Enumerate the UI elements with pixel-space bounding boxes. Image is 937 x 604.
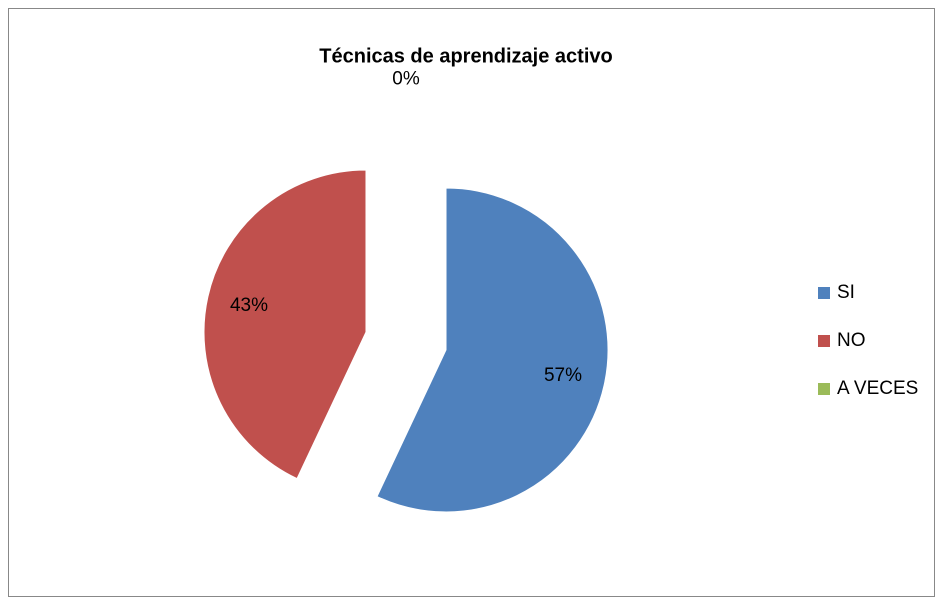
pie-slice (376, 187, 609, 513)
legend-swatch (818, 335, 830, 347)
legend-swatch (818, 383, 830, 395)
legend-label: SI (837, 282, 855, 303)
data-label: 57% (544, 365, 582, 386)
legend-label: NO (837, 330, 866, 351)
data-label: 43% (230, 295, 268, 316)
pie-slice (203, 169, 367, 480)
legend-label: A VECES (837, 378, 918, 399)
chart-title: Técnicas de aprendizaje activo (319, 45, 612, 67)
legend-swatch (818, 287, 830, 299)
data-label: 0% (392, 69, 420, 90)
